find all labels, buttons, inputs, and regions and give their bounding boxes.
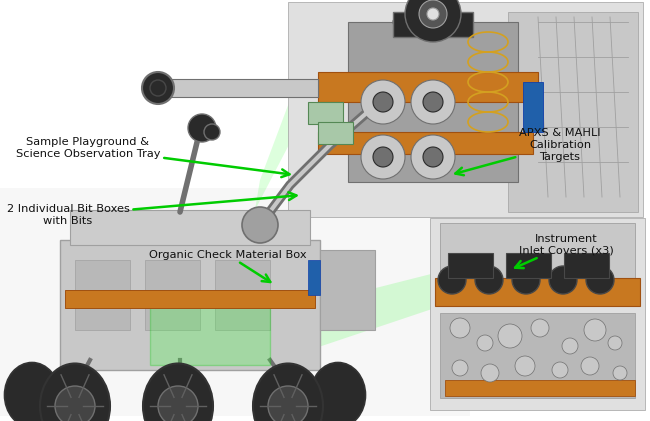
FancyBboxPatch shape: [150, 305, 270, 365]
FancyBboxPatch shape: [60, 240, 320, 370]
FancyBboxPatch shape: [445, 380, 635, 396]
Polygon shape: [190, 273, 435, 365]
Circle shape: [268, 386, 308, 421]
Circle shape: [361, 80, 405, 124]
FancyBboxPatch shape: [564, 253, 609, 278]
FancyBboxPatch shape: [0, 188, 470, 416]
FancyBboxPatch shape: [448, 253, 493, 278]
Circle shape: [452, 360, 468, 376]
Circle shape: [423, 147, 443, 167]
Circle shape: [475, 266, 503, 294]
Circle shape: [512, 266, 540, 294]
Circle shape: [373, 92, 393, 112]
FancyBboxPatch shape: [435, 278, 640, 306]
Circle shape: [481, 364, 499, 382]
Circle shape: [158, 386, 198, 421]
Circle shape: [515, 356, 535, 376]
FancyBboxPatch shape: [308, 260, 320, 295]
Circle shape: [586, 266, 614, 294]
FancyBboxPatch shape: [393, 12, 473, 37]
Circle shape: [427, 8, 439, 20]
Text: Instrument
Inlet Covers (x3): Instrument Inlet Covers (x3): [515, 234, 614, 268]
Circle shape: [373, 147, 393, 167]
FancyBboxPatch shape: [440, 223, 635, 285]
Text: APXS & MAHLI
Calibration
Targets: APXS & MAHLI Calibration Targets: [456, 128, 601, 175]
Circle shape: [438, 266, 466, 294]
Circle shape: [531, 319, 549, 337]
Circle shape: [581, 357, 599, 375]
Circle shape: [405, 0, 461, 42]
Circle shape: [450, 318, 470, 338]
Circle shape: [584, 319, 606, 341]
Polygon shape: [255, 92, 293, 210]
Ellipse shape: [143, 363, 213, 421]
Ellipse shape: [40, 363, 110, 421]
Text: 2 Individual Bit Boxes
with Bits: 2 Individual Bit Boxes with Bits: [6, 192, 296, 226]
Circle shape: [411, 135, 455, 179]
FancyBboxPatch shape: [348, 22, 518, 182]
Circle shape: [552, 362, 568, 378]
Ellipse shape: [253, 363, 323, 421]
FancyBboxPatch shape: [158, 79, 318, 97]
FancyBboxPatch shape: [318, 122, 353, 144]
Circle shape: [477, 335, 493, 351]
Circle shape: [549, 266, 577, 294]
Ellipse shape: [393, 10, 473, 35]
Circle shape: [608, 336, 622, 350]
Circle shape: [613, 366, 627, 380]
FancyBboxPatch shape: [523, 82, 543, 132]
Ellipse shape: [5, 362, 60, 421]
FancyBboxPatch shape: [318, 72, 538, 102]
FancyBboxPatch shape: [75, 260, 130, 330]
FancyBboxPatch shape: [65, 290, 315, 308]
FancyBboxPatch shape: [506, 253, 551, 278]
FancyBboxPatch shape: [440, 313, 635, 398]
Ellipse shape: [311, 362, 365, 421]
Circle shape: [150, 80, 166, 96]
Circle shape: [411, 80, 455, 124]
FancyBboxPatch shape: [288, 2, 643, 217]
FancyBboxPatch shape: [508, 12, 638, 212]
FancyBboxPatch shape: [70, 210, 310, 245]
FancyBboxPatch shape: [430, 218, 645, 410]
Circle shape: [498, 324, 522, 348]
Circle shape: [142, 72, 174, 104]
Text: Organic Check Material Box: Organic Check Material Box: [150, 250, 307, 282]
Circle shape: [188, 114, 216, 142]
FancyBboxPatch shape: [145, 260, 200, 330]
Circle shape: [204, 124, 220, 140]
Circle shape: [361, 135, 405, 179]
FancyBboxPatch shape: [215, 260, 270, 330]
FancyBboxPatch shape: [308, 102, 343, 124]
Polygon shape: [293, 120, 340, 217]
Circle shape: [55, 386, 95, 421]
Circle shape: [242, 207, 278, 243]
FancyBboxPatch shape: [320, 250, 375, 330]
Circle shape: [419, 0, 447, 28]
Text: Sample Playground &
Science Observation Tray: Sample Playground & Science Observation …: [16, 137, 289, 177]
FancyBboxPatch shape: [318, 132, 533, 154]
Circle shape: [423, 92, 443, 112]
Circle shape: [562, 338, 578, 354]
